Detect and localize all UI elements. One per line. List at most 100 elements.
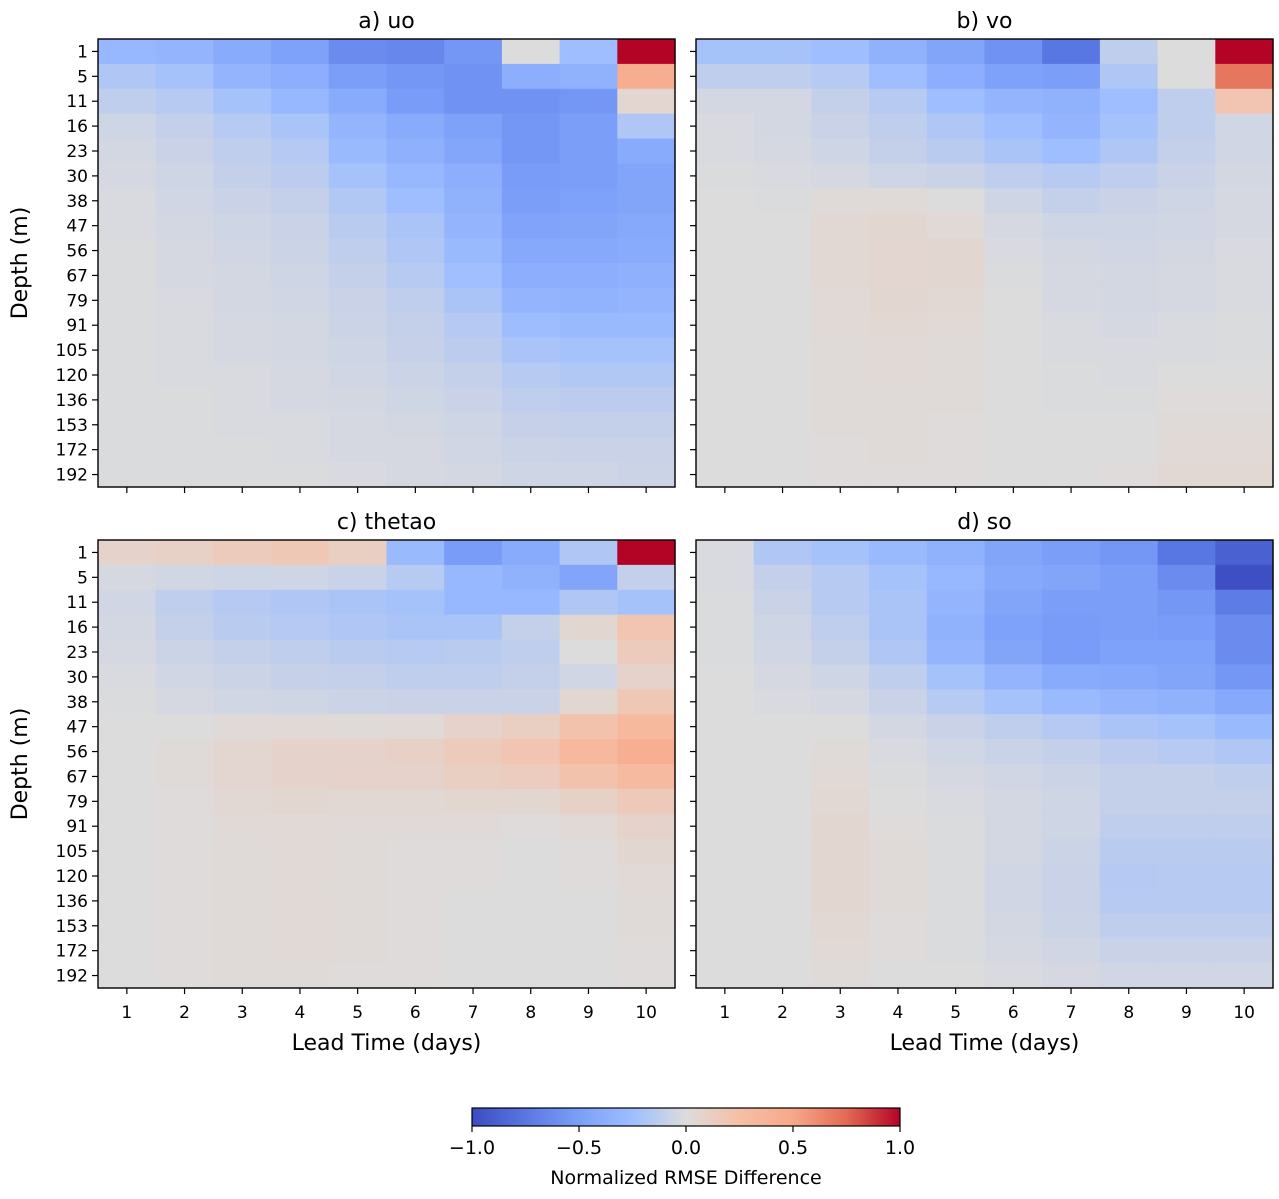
- heatmap-cell: [926, 639, 986, 666]
- heatmap-cell: [1042, 714, 1101, 740]
- heatmap-cell: [926, 963, 986, 989]
- heatmap-cell: [926, 287, 986, 314]
- heatmap-cell: [696, 337, 755, 364]
- heatmap-cell: [926, 938, 986, 964]
- heatmap-cell: [386, 589, 445, 616]
- heatmap-cell: [926, 163, 986, 189]
- x-tick-label: 7: [468, 1003, 479, 1023]
- heatmap-cell: [617, 614, 676, 641]
- heatmap-cell: [1157, 888, 1216, 914]
- heatmap-cell: [753, 838, 812, 865]
- heatmap-cell: [559, 589, 618, 616]
- heatmap-cell: [811, 913, 870, 939]
- heatmap-cell: [386, 362, 445, 389]
- heatmap-cell: [869, 739, 928, 765]
- heatmap-cell: [213, 689, 272, 715]
- heatmap-cell: [501, 938, 561, 964]
- heatmap-cell: [386, 39, 445, 65]
- heatmap-cell: [1042, 639, 1101, 666]
- heatmap-cell: [1157, 462, 1216, 488]
- heatmap-cell: [753, 540, 812, 566]
- heatmap-cell: [869, 462, 928, 488]
- heatmap-cell: [1157, 337, 1216, 364]
- heatmap-cell: [1157, 739, 1216, 765]
- x-tick-label: 2: [777, 1003, 788, 1023]
- heatmap-cell: [328, 739, 388, 765]
- heatmap-cell: [155, 764, 214, 790]
- colorbar-tick-label: 1.0: [885, 1137, 915, 1159]
- y-tick-label: 120: [56, 366, 88, 386]
- heatmap-cell: [811, 138, 870, 165]
- heatmap-cell: [328, 88, 388, 115]
- panel-title: d) so: [957, 510, 1011, 535]
- heatmap-cell: [501, 138, 561, 165]
- heatmap-cell: [811, 714, 870, 740]
- heatmap-cell: [271, 462, 330, 488]
- heatmap-cell: [1215, 863, 1274, 890]
- heatmap-cell: [98, 437, 157, 463]
- heatmap-cell: [271, 63, 330, 90]
- colorbar-tick-label: 0.0: [671, 1137, 701, 1159]
- heatmap-cell: [926, 312, 986, 339]
- heatmap-cell: [753, 714, 812, 740]
- heatmap-cell: [328, 437, 388, 463]
- heatmap-cell: [386, 138, 445, 165]
- y-tick-label: 1: [77, 543, 88, 563]
- heatmap-cell: [271, 238, 330, 264]
- heatmap-cell: [984, 362, 1043, 389]
- heatmap-cell: [617, 462, 676, 488]
- heatmap-cell: [696, 714, 755, 740]
- heatmap-cell: [753, 813, 812, 840]
- heatmap-cell: [617, 39, 676, 65]
- heatmap-cell: [328, 362, 388, 389]
- heatmap-cell: [271, 188, 330, 214]
- y-tick-label: 120: [56, 867, 88, 887]
- heatmap-cell: [444, 564, 503, 591]
- heatmap-cell: [926, 462, 986, 488]
- heatmap-cell: [1157, 813, 1216, 840]
- heatmap-cell: [617, 412, 676, 438]
- y-tick-label: 136: [56, 391, 88, 411]
- heatmap-cell: [1157, 88, 1216, 115]
- heatmap-cell: [155, 913, 214, 939]
- heatmap-cell: [501, 838, 561, 865]
- panel-title: c) thetao: [337, 510, 436, 535]
- heatmap-cell: [271, 938, 330, 964]
- heatmap-cell: [984, 188, 1043, 214]
- heatmap-cell: [559, 714, 618, 740]
- heatmap-cell: [696, 113, 755, 140]
- heatmap-cell: [213, 238, 272, 264]
- heatmap-cell: [271, 664, 330, 690]
- heatmap-cell: [926, 188, 986, 214]
- heatmap-cell: [753, 437, 812, 463]
- heatmap-cell: [213, 387, 272, 413]
- panel-title: a) uo: [358, 9, 414, 34]
- heatmap-cell: [617, 88, 676, 115]
- heatmap-cell: [753, 387, 812, 413]
- heatmap-cell: [386, 888, 445, 914]
- heatmap-cell: [1215, 664, 1274, 690]
- heatmap-cell: [328, 163, 388, 189]
- heatmap-cell: [869, 813, 928, 840]
- heatmap-cell: [1157, 312, 1216, 339]
- heatmap-cell: [811, 888, 870, 914]
- heatmap-cell: [155, 263, 214, 289]
- heatmap-cell: [869, 238, 928, 264]
- heatmap-cell: [1099, 788, 1159, 815]
- heatmap-cell: [1099, 188, 1159, 214]
- heatmap-cell: [1157, 664, 1216, 690]
- heatmap-cell: [1042, 540, 1101, 566]
- heatmap-cell: [811, 764, 870, 790]
- heatmap-cell: [869, 963, 928, 989]
- heatmap-cell: [696, 188, 755, 214]
- heatmap-cell: [501, 63, 561, 90]
- heatmap-cell: [811, 462, 870, 488]
- heatmap-cell: [444, 462, 503, 488]
- x-tick-label: 6: [410, 1003, 421, 1023]
- heatmap-cell: [926, 540, 986, 566]
- heatmap-cell: [444, 664, 503, 690]
- x-axis-label: Lead Time (days): [292, 1031, 482, 1056]
- heatmap-cell: [501, 362, 561, 389]
- heatmap-cell: [559, 138, 618, 165]
- heatmap-cell: [386, 813, 445, 840]
